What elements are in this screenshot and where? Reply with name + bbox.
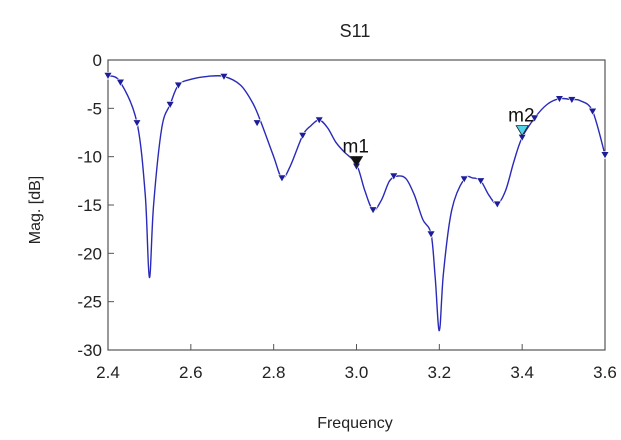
data-point-marker xyxy=(476,177,486,186)
data-point-marker xyxy=(103,72,113,81)
data-point-marker xyxy=(426,230,436,239)
data-point-marker xyxy=(298,132,308,141)
m1-label: m1 xyxy=(343,137,369,158)
data-point-marker xyxy=(459,175,469,184)
y-axis-label: Mag. [dB] xyxy=(27,176,44,244)
plot-frame xyxy=(107,59,606,351)
data-point-marker xyxy=(567,96,577,105)
x-tick-label: 2.6 xyxy=(179,363,203,382)
tick-layer: 2.4 2.6 2.8 3.0 3.2 3.4 3.6 0 -5 -10 -15 -20 -25 -30 xyxy=(77,51,616,382)
y-tick-label: -20 xyxy=(77,244,102,263)
data-point-marker xyxy=(115,78,125,87)
y-tick-label: 0 xyxy=(93,51,102,70)
data-point-marker xyxy=(277,174,287,183)
marker-annotation-layer: m1 m2 xyxy=(343,106,535,168)
x-tick-label: 3.2 xyxy=(428,363,452,382)
data-point-marker xyxy=(600,151,610,160)
data-point-marker xyxy=(165,101,175,110)
x-tick-label: 3.4 xyxy=(510,363,534,382)
data-point-marker xyxy=(554,95,564,104)
m2-marker xyxy=(515,125,529,137)
data-point-marker xyxy=(492,200,502,209)
data-point-marker xyxy=(389,172,399,181)
x-tick-label: 2.4 xyxy=(96,363,120,382)
data-point-marker xyxy=(252,119,262,128)
chart-title: S11 xyxy=(340,21,371,41)
data-point-marker xyxy=(173,81,183,90)
m1-marker xyxy=(349,156,364,168)
data-point-marker xyxy=(368,206,378,215)
x-tick-label: 3.6 xyxy=(593,363,617,382)
y-tick-label: -30 xyxy=(77,341,102,360)
y-tick-label: -10 xyxy=(77,148,102,167)
m2-label: m2 xyxy=(508,106,534,127)
x-axis-label: Frequency xyxy=(317,415,393,432)
data-point-marker xyxy=(132,119,142,128)
data-point-marker xyxy=(219,73,229,82)
y-tick-label: -5 xyxy=(87,99,102,118)
y-tick-label: -25 xyxy=(77,293,102,312)
x-tick-label: 3.0 xyxy=(345,363,369,382)
data-point-marker xyxy=(530,114,540,123)
data-point-layer xyxy=(103,72,610,239)
data-point-marker xyxy=(314,116,324,125)
data-point-marker xyxy=(588,107,598,116)
y-tick-label: -15 xyxy=(77,196,102,215)
x-tick-label: 2.8 xyxy=(262,363,286,382)
